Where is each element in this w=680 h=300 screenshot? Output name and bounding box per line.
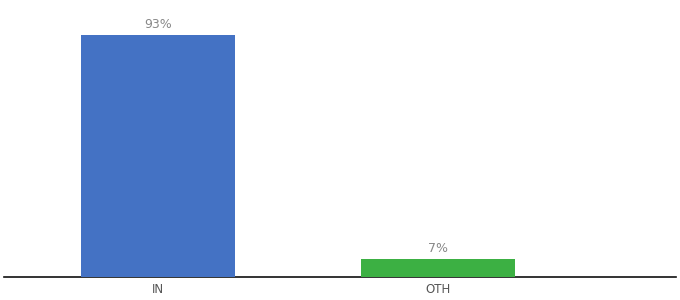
Bar xyxy=(361,259,515,277)
Text: 7%: 7% xyxy=(428,242,448,255)
Text: 93%: 93% xyxy=(144,19,172,32)
Bar xyxy=(81,35,235,277)
